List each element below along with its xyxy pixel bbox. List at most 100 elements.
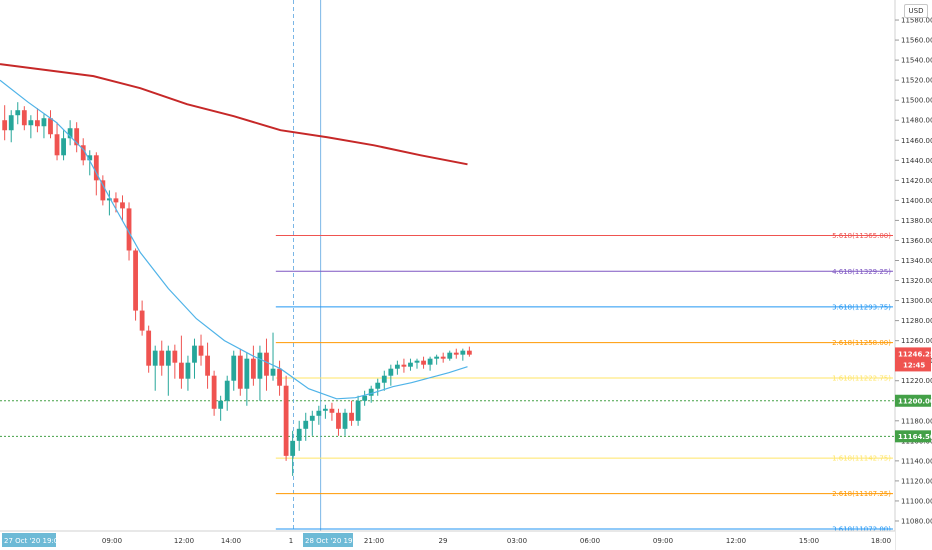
y-tick-label: 11520.00 bbox=[901, 77, 932, 85]
candle-body bbox=[178, 362, 184, 379]
candle-body bbox=[309, 415, 315, 421]
candle-body bbox=[67, 128, 73, 139]
x-tick-label: 03:00 bbox=[507, 537, 527, 545]
y-tick-label: 11140.00 bbox=[901, 457, 932, 465]
candle-body bbox=[192, 345, 197, 363]
candle-body bbox=[349, 412, 354, 421]
candle-body bbox=[2, 120, 8, 131]
candle-body bbox=[336, 412, 341, 429]
candle-body bbox=[342, 412, 348, 429]
candle-body bbox=[394, 364, 400, 369]
y-tick-label: 11400.00 bbox=[901, 197, 932, 205]
candle-body bbox=[401, 364, 407, 367]
x-tick-label: 21:00 bbox=[364, 537, 384, 545]
currency-label[interactable]: USD bbox=[904, 4, 928, 18]
candle-body bbox=[185, 362, 191, 379]
y-tick-label: 11380.00 bbox=[901, 217, 932, 225]
candle-body bbox=[159, 350, 165, 366]
y-tick-label: 11320.00 bbox=[901, 277, 932, 285]
x-tick-label: 28 Oct '20 19:00 bbox=[305, 537, 364, 545]
candle-body bbox=[15, 110, 21, 116]
fib-level-label: 4.618(11329.25) bbox=[832, 268, 891, 276]
candle-body bbox=[172, 350, 178, 363]
price-badge-label: 11164.50 bbox=[898, 433, 932, 441]
fib-level-label: 3.618(11072.00) bbox=[832, 525, 891, 533]
vertical-lines bbox=[293, 0, 322, 531]
candle-body bbox=[218, 400, 224, 409]
y-tick-label: 11080.00 bbox=[901, 517, 932, 525]
candlesticks bbox=[2, 102, 472, 476]
candle-body bbox=[8, 115, 14, 131]
y-tick-label: 11440.00 bbox=[901, 157, 932, 165]
y-tick-label: 11420.00 bbox=[901, 177, 932, 185]
y-tick-label: 11360.00 bbox=[901, 237, 932, 245]
candle-body bbox=[93, 155, 99, 181]
y-tick-label: 11260.00 bbox=[901, 337, 932, 345]
moving-averages bbox=[0, 63, 468, 400]
candle-body bbox=[126, 208, 132, 251]
y-tick-label: 11120.00 bbox=[901, 477, 932, 485]
candle-body bbox=[237, 355, 243, 389]
x-tick-label: 27 Oct '20 19:00 bbox=[4, 537, 63, 545]
candle-body bbox=[440, 356, 446, 359]
candle-body bbox=[80, 145, 86, 161]
y-tick-label: 11300.00 bbox=[901, 297, 932, 305]
candle-body bbox=[329, 408, 335, 413]
candle-body bbox=[408, 362, 413, 367]
candle-body bbox=[87, 155, 93, 161]
y-tick-label: 11220.00 bbox=[901, 377, 932, 385]
y-tick-label: 11560.00 bbox=[901, 37, 932, 45]
candle-body bbox=[21, 110, 27, 126]
candle-body bbox=[388, 368, 394, 376]
candle-body bbox=[74, 128, 80, 146]
time-axis[interactable] bbox=[0, 531, 895, 550]
horizontal-lines bbox=[0, 400, 895, 437]
candle-body bbox=[421, 360, 426, 365]
countdown-label: 12:45 bbox=[903, 361, 925, 369]
x-tick-label: 12:00 bbox=[174, 537, 194, 545]
time-axis-ticks: 27 Oct '20 19:00 09:00 12:00 14:00 1 28 Oct '… bbox=[2, 533, 891, 547]
y-tick-label: 11460.00 bbox=[901, 137, 932, 145]
fib-level-label: 1.618(11142.75) bbox=[832, 455, 891, 463]
candle-body bbox=[41, 118, 47, 127]
candle-body bbox=[316, 410, 322, 416]
y-tick-label: 11280.00 bbox=[901, 317, 932, 325]
x-tick-label: 09:00 bbox=[653, 537, 673, 545]
candle-body bbox=[113, 198, 119, 203]
last-price-badge bbox=[895, 347, 931, 372]
candle-body bbox=[283, 385, 289, 456]
y-tick-label: 11180.00 bbox=[901, 417, 932, 425]
fib-level-label: 2.618(11258.00) bbox=[832, 339, 891, 347]
x-tick-label: 1 bbox=[289, 537, 293, 545]
x-tick-label: 06:00 bbox=[580, 537, 600, 545]
fib-extension[interactable]: 5.618(11365.00) 4.618(11329.25) 3.618(1129… bbox=[275, 232, 893, 534]
candle-body bbox=[381, 375, 387, 383]
y-tick-label: 11100.00 bbox=[901, 497, 932, 505]
candle-body bbox=[152, 350, 158, 366]
fib-level-label: 1.618(11222.75) bbox=[832, 374, 891, 382]
x-tick-label: 18:00 bbox=[871, 537, 891, 545]
candle-body bbox=[146, 330, 152, 366]
candle-body bbox=[277, 368, 282, 386]
y-tick-label: 11500.00 bbox=[901, 97, 932, 105]
candle-body bbox=[257, 352, 263, 379]
candle-body bbox=[414, 360, 420, 363]
y-tick-label: 11340.00 bbox=[901, 257, 932, 265]
price-axis-ticks[interactable]: 11080.0011100.0011120.0011140.0011160.00… bbox=[895, 17, 932, 526]
candle-body bbox=[322, 408, 328, 411]
fib-level-label: 5.618(11365.00) bbox=[832, 232, 891, 240]
fib-level-label: 2.618(11107.25) bbox=[832, 490, 891, 498]
time-badge bbox=[303, 533, 353, 547]
y-tick-label: 11540.00 bbox=[901, 57, 932, 65]
y-tick-label: 11480.00 bbox=[901, 117, 932, 125]
candle-body bbox=[244, 358, 250, 389]
time-badge bbox=[2, 533, 56, 547]
candle-body bbox=[198, 345, 204, 356]
candle-body bbox=[290, 440, 296, 456]
candle-body bbox=[28, 120, 34, 126]
x-tick-label: 09:00 bbox=[102, 537, 122, 545]
candle-body bbox=[270, 368, 276, 376]
candle-body bbox=[224, 380, 230, 401]
candle-body bbox=[362, 395, 368, 401]
